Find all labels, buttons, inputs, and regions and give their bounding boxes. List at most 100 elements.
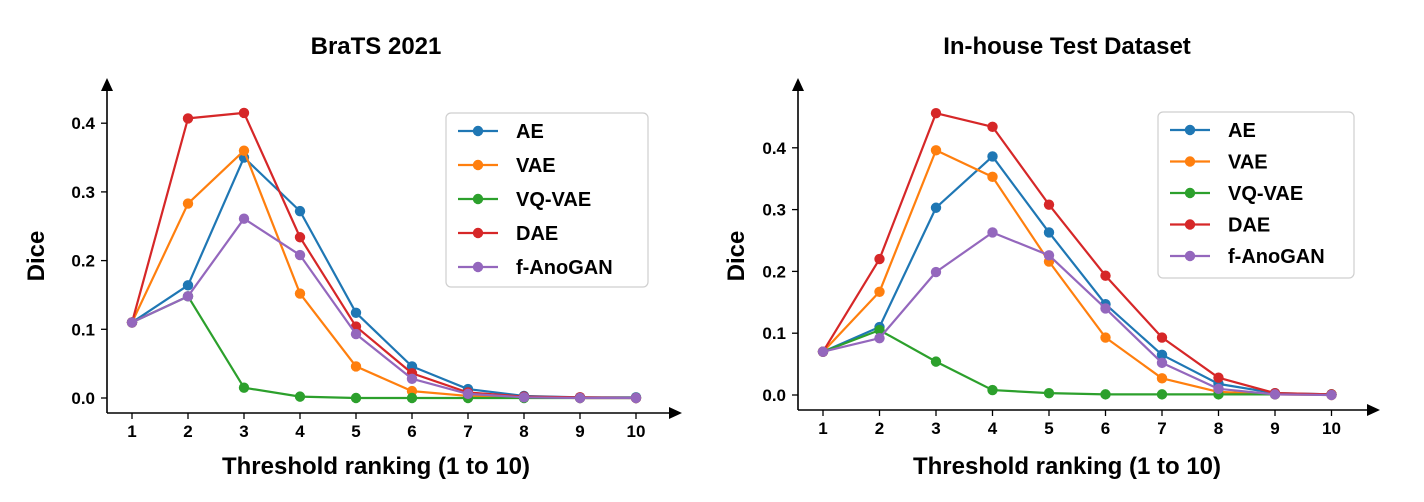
data-point xyxy=(350,307,362,319)
legend-swatch-marker xyxy=(472,193,484,205)
legend-label: AE xyxy=(516,121,544,143)
x-tick-label: 6 xyxy=(407,422,416,441)
x-tick-label: 2 xyxy=(183,422,192,441)
data-point xyxy=(987,151,998,162)
chart-title: BraTS 2021 xyxy=(311,33,442,60)
x-axis-arrow xyxy=(669,407,682,419)
y-tick-label: 0.3 xyxy=(762,201,786,220)
x-tick-label: 3 xyxy=(931,419,940,438)
data-point xyxy=(294,391,306,402)
legend-swatch-marker xyxy=(472,159,484,171)
data-point xyxy=(1043,250,1055,261)
series-line xyxy=(131,217,636,400)
data-point xyxy=(1100,332,1111,343)
chart-1: BraTS 2021 Threshold ranking (1 to 10) Dic… xyxy=(23,33,682,480)
data-point xyxy=(874,286,885,297)
legend: AE VAE VQ-VAE DAE f-AnoGAN xyxy=(445,112,649,288)
legend-swatch-marker xyxy=(1184,250,1196,262)
series-f-anogan xyxy=(126,213,642,404)
data-point xyxy=(238,213,250,224)
data-point xyxy=(930,107,942,119)
y-tick-label: 0.0 xyxy=(762,386,786,405)
x-tick-label: 7 xyxy=(1157,419,1166,438)
y-axis-label: Dice xyxy=(723,231,750,282)
series-line xyxy=(822,231,1332,397)
series-line xyxy=(822,112,1332,396)
data-point xyxy=(1213,383,1224,395)
data-point xyxy=(350,328,362,340)
data-point xyxy=(182,198,194,209)
series-line xyxy=(822,155,1332,396)
data-point xyxy=(930,356,942,367)
series-line xyxy=(822,329,1332,396)
data-point xyxy=(1156,373,1168,384)
legend-label: VQ-VAE xyxy=(516,189,591,211)
data-point xyxy=(1043,227,1055,238)
x-tick-label: 9 xyxy=(575,422,584,441)
data-point xyxy=(1156,357,1168,369)
legend-swatch-marker xyxy=(472,227,484,239)
data-point xyxy=(350,392,362,404)
y-tick-label: 0.1 xyxy=(71,320,95,339)
data-point xyxy=(294,288,306,299)
series-vq-vae xyxy=(126,291,642,404)
x-tick-label: 4 xyxy=(295,422,305,441)
x-tick-label: 6 xyxy=(1101,419,1110,438)
legend-label: AE xyxy=(1228,120,1256,142)
data-point xyxy=(1213,372,1224,383)
data-point xyxy=(238,145,250,156)
data-point xyxy=(182,291,194,302)
series-f-anogan xyxy=(817,227,1337,401)
data-point xyxy=(1156,389,1168,400)
legend-swatch-marker xyxy=(472,125,484,137)
x-tick-label: 5 xyxy=(1044,419,1053,438)
y-tick-label: 0.1 xyxy=(762,324,786,343)
y-axis-arrow xyxy=(792,78,804,91)
data-point xyxy=(406,392,418,404)
x-tick-label: 8 xyxy=(1214,419,1223,438)
y-tick-label: 0.0 xyxy=(71,389,95,408)
x-tick-label: 7 xyxy=(463,422,472,441)
series-line xyxy=(822,149,1332,397)
data-point xyxy=(1269,389,1281,400)
data-point xyxy=(930,266,942,278)
data-point xyxy=(294,232,306,243)
data-point xyxy=(294,205,306,217)
legend-swatch-marker xyxy=(1184,187,1196,199)
x-axis-label: Threshold ranking (1 to 10) xyxy=(222,453,530,480)
legend-label: VAE xyxy=(516,155,556,177)
data-point xyxy=(1043,199,1055,210)
data-point xyxy=(1100,389,1111,400)
x-tick-label: 1 xyxy=(127,422,136,441)
x-axis-arrow xyxy=(1367,404,1380,416)
legend-swatch-marker xyxy=(1184,124,1196,136)
data-point xyxy=(182,113,194,124)
x-tick-label: 1 xyxy=(818,419,827,438)
data-point xyxy=(874,332,885,344)
chart-2: In-house Test Dataset Threshold ranking (… xyxy=(723,33,1380,480)
data-point xyxy=(1156,332,1168,343)
y-tick-label: 0.2 xyxy=(762,262,786,281)
data-point xyxy=(987,227,998,238)
x-tick-label: 10 xyxy=(627,422,646,441)
chart-title: In-house Test Dataset xyxy=(943,33,1191,60)
y-axis-label: Dice xyxy=(23,231,50,282)
data-point xyxy=(1100,270,1111,281)
y-tick-label: 0.4 xyxy=(71,114,95,133)
y-axis-arrow xyxy=(101,78,113,91)
legend-label: DAE xyxy=(516,223,558,245)
x-tick-label: 5 xyxy=(351,422,360,441)
data-point xyxy=(874,324,885,336)
data-point xyxy=(238,382,250,393)
legend-swatch-marker xyxy=(472,261,484,273)
legend-label: VAE xyxy=(1228,152,1268,174)
data-point xyxy=(987,384,998,396)
x-tick-label: 9 xyxy=(1270,419,1279,438)
legend-box xyxy=(1157,111,1355,279)
data-point xyxy=(987,121,998,132)
data-point xyxy=(1043,387,1055,399)
x-tick-label: 8 xyxy=(519,422,528,441)
legend-label: DAE xyxy=(1228,215,1270,237)
data-point xyxy=(462,388,474,400)
